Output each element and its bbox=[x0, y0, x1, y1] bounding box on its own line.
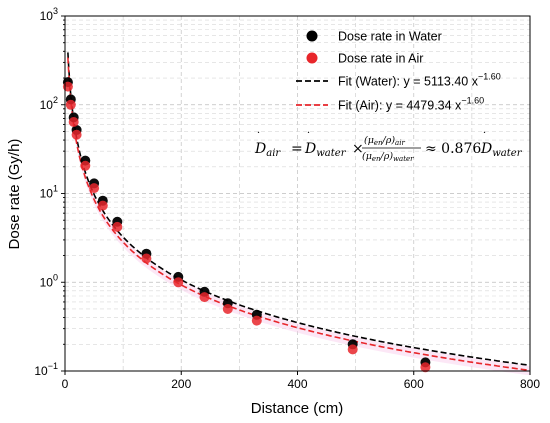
data-point-air bbox=[251, 315, 262, 326]
data-point-air bbox=[347, 344, 358, 355]
data-point-air bbox=[80, 160, 91, 171]
data-point-air bbox=[199, 292, 210, 303]
x-tick-label: 400 bbox=[287, 377, 307, 391]
legend-marker-air bbox=[306, 52, 318, 64]
y-tick-label: 101 bbox=[40, 184, 58, 201]
y-tick-label: 103 bbox=[40, 6, 58, 23]
y-tick-label: 10−1 bbox=[34, 361, 58, 378]
data-point-air bbox=[89, 183, 100, 194]
legend-marker-water bbox=[306, 30, 318, 42]
legend-label-fit-air: Fit (Air): y = 4479.34 x−1.60 bbox=[338, 96, 484, 113]
data-point-air bbox=[420, 362, 431, 373]
x-tick-label: 600 bbox=[404, 377, 424, 391]
data-point-air bbox=[173, 277, 184, 288]
data-point-air bbox=[222, 304, 233, 314]
eq-lhs-dot: ˙ bbox=[256, 130, 262, 144]
y-tick-label: 102 bbox=[40, 95, 58, 112]
y-tick-label: 100 bbox=[40, 272, 58, 289]
x-tick-label: 0 bbox=[62, 377, 69, 391]
x-tick-label: 200 bbox=[171, 377, 191, 391]
eq-numerator: (μen/ρ)air bbox=[364, 135, 405, 147]
eq-denominator: (μen/ρ)water bbox=[362, 151, 414, 163]
legend: Dose rate in Water Dose rate in Air Fit … bbox=[296, 30, 501, 113]
eq-result-dot: ˙ bbox=[482, 130, 488, 144]
eq-lhs: Dair bbox=[254, 141, 281, 159]
y-axis-title: Dose rate (Gy/h) bbox=[6, 139, 23, 250]
data-point-air bbox=[65, 99, 76, 110]
data-point-air bbox=[97, 200, 108, 211]
data-point-air bbox=[68, 117, 79, 127]
legend-label-water: Dose rate in Water bbox=[338, 30, 442, 44]
eq-equals: = bbox=[291, 141, 303, 157]
legend-label-fit-water: Fit (Water): y = 5113.40 x−1.60 bbox=[338, 72, 501, 89]
dose-ratio-equation: Dair ˙ = Dwater ˙ × (μen/ρ)air (μen/ρ)wa… bbox=[254, 130, 523, 163]
x-axis-title: Distance (cm) bbox=[251, 400, 344, 417]
x-tick-label: 800 bbox=[520, 377, 540, 391]
eq-water-term: Dwater bbox=[304, 141, 347, 159]
eq-water-dot: ˙ bbox=[306, 130, 312, 144]
axis-ticks: 0 200 400 600 800 10−1 100 101 102 103 bbox=[34, 6, 540, 391]
data-point-air bbox=[141, 253, 152, 264]
legend-label-air: Dose rate in Air bbox=[338, 52, 423, 66]
eq-approx: ≈ 0.876 bbox=[425, 141, 481, 157]
eq-result-term: Dwater bbox=[480, 141, 523, 159]
data-point-air bbox=[71, 129, 82, 140]
data-point-air bbox=[62, 81, 73, 92]
eq-times: × bbox=[352, 141, 364, 157]
data-point-air bbox=[112, 221, 123, 232]
grid bbox=[65, 16, 530, 371]
